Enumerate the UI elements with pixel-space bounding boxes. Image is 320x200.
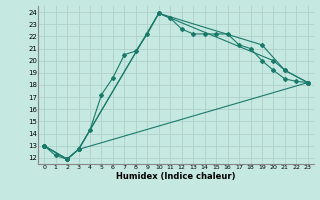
X-axis label: Humidex (Indice chaleur): Humidex (Indice chaleur) [116,172,236,181]
